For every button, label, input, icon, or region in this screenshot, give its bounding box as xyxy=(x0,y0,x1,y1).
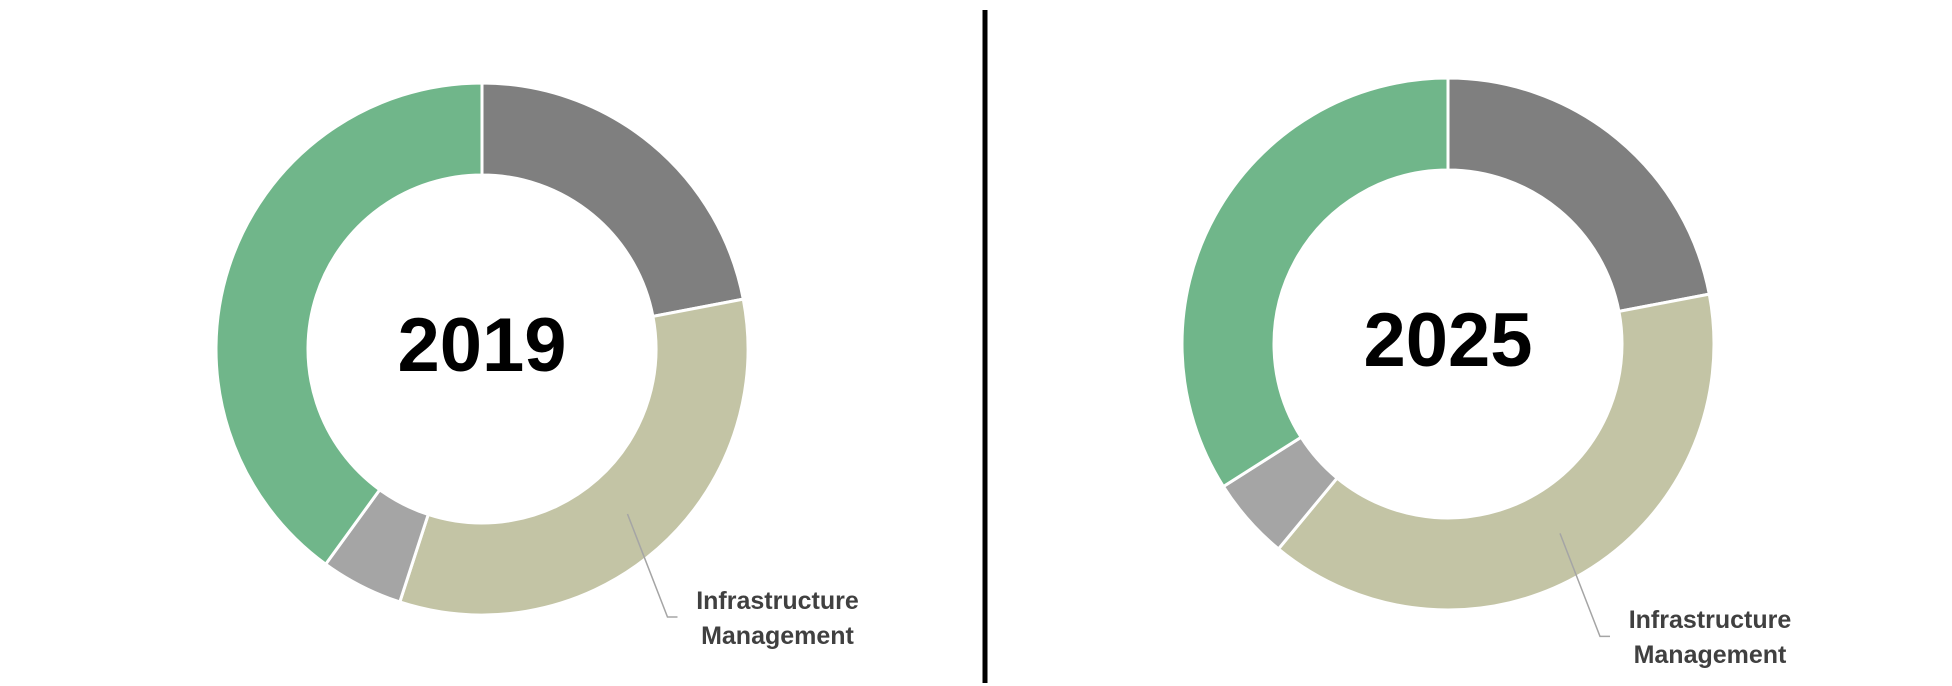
segment-label: Infrastructure Management xyxy=(1628,606,1792,670)
leader-line xyxy=(626,513,678,618)
chart-title: 2025 xyxy=(1363,298,1532,383)
donut-segment xyxy=(1446,76,1712,314)
donut-segment xyxy=(1276,292,1716,612)
donut-segment xyxy=(1180,76,1450,489)
donut-segment xyxy=(480,81,746,319)
donut-segment xyxy=(214,81,484,567)
segment-label: Infrastructure Management xyxy=(696,587,859,651)
leader-line xyxy=(1559,533,1610,638)
chart-title: 2019 xyxy=(397,303,566,388)
donut-segment xyxy=(397,297,750,617)
